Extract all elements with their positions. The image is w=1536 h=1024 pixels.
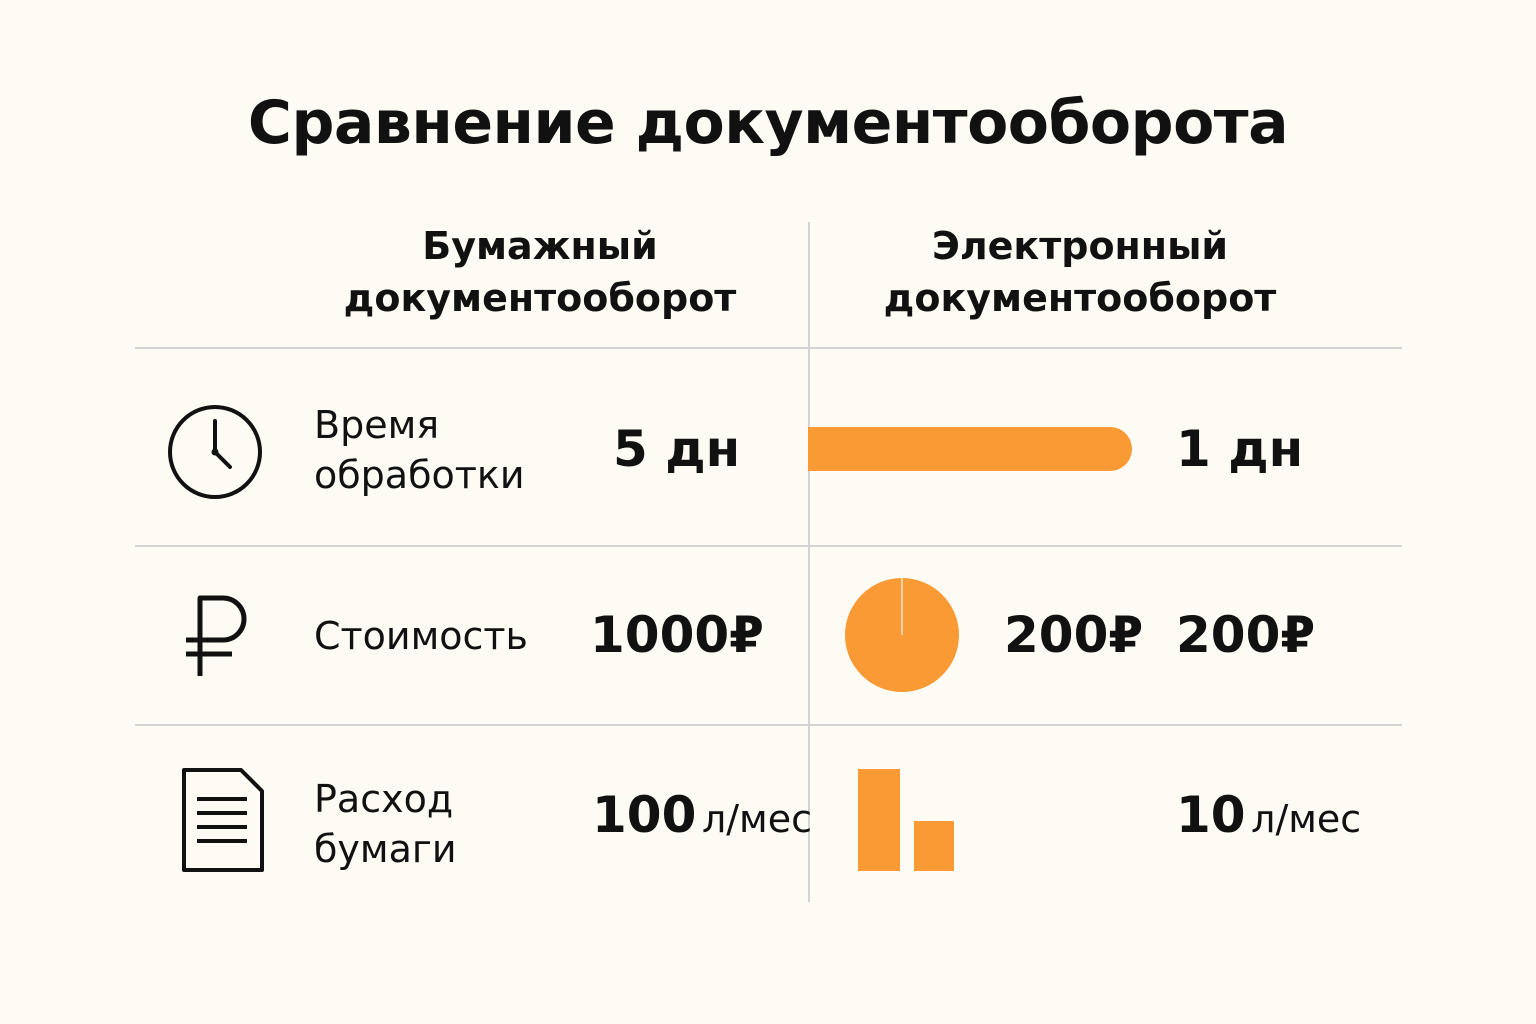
time-bar — [808, 427, 1132, 475]
page-title: Сравнение документооборота — [247, 88, 1289, 158]
column-header-electronic: Электронный документооборот — [860, 220, 1300, 324]
column-header-electronic-line1: Электронный — [931, 224, 1229, 268]
paper-bar-electronic — [914, 821, 954, 871]
column-header-paper-line2: документооборот — [343, 276, 737, 320]
metric-label-cost: Стоимость — [314, 614, 528, 658]
electronic-value-time: 1 дн — [1176, 420, 1304, 478]
electronic-mid-value-cost: 200₽ — [1004, 606, 1144, 664]
row-divider — [135, 545, 1402, 547]
electronic-value-paper-number: 10 — [1176, 786, 1246, 844]
paper-value-paper-unit: л/мес — [701, 797, 812, 841]
column-divider — [808, 222, 810, 902]
paper-value-paper: 100 л/мес — [592, 786, 812, 844]
ruble-icon — [182, 592, 252, 682]
metric-label-time: Время обработки — [314, 403, 525, 497]
electronic-value-cost: 200₽ — [1176, 606, 1316, 664]
metric-label-paper: Расход бумаги — [314, 777, 457, 871]
cost-pie — [843, 577, 961, 699]
document-icon — [181, 767, 265, 877]
paper-value-cost: 1000₽ — [590, 606, 764, 664]
column-header-paper: Бумажный документооборот — [320, 220, 760, 324]
row-divider — [135, 347, 1402, 349]
paper-bars — [856, 768, 956, 876]
row-divider — [135, 724, 1402, 726]
column-header-paper-line1: Бумажный — [422, 224, 658, 268]
clock-icon — [166, 403, 264, 505]
paper-bar-paper — [858, 769, 900, 871]
electronic-value-paper-unit: л/мес — [1251, 797, 1362, 841]
column-header-electronic-line2: документооборот — [883, 276, 1277, 320]
paper-value-paper-number: 100 — [592, 786, 697, 844]
electronic-value-paper: 10 л/мес — [1176, 786, 1361, 844]
paper-value-time: 5 дн — [613, 420, 741, 478]
